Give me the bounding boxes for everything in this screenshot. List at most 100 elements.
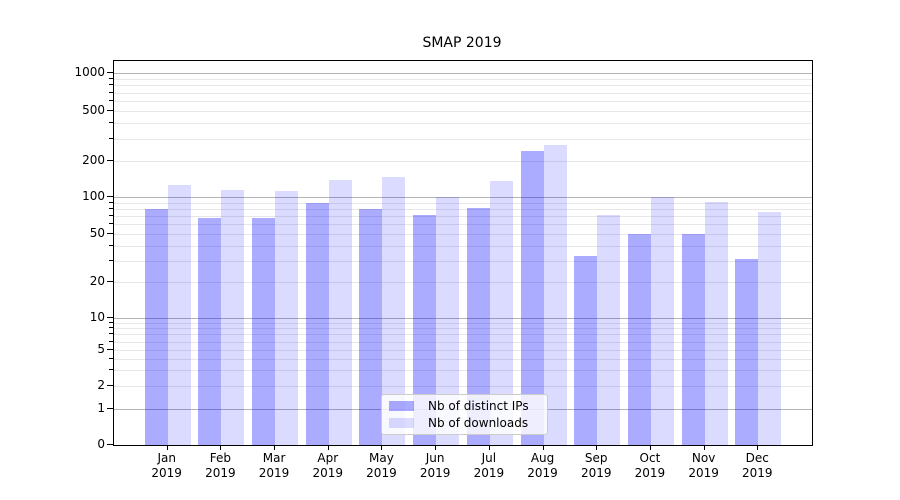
- minor-gridline: [114, 341, 812, 343]
- x-tick-mark: [220, 445, 222, 450]
- bar-downloads: [489, 181, 513, 445]
- y-minor-tick-mark: [109, 244, 113, 246]
- bar-distinct-ips: [144, 208, 168, 445]
- y-tick-mark: [107, 233, 113, 234]
- bars-layer: [114, 61, 812, 445]
- plot-area: Nb of distinct IPs Nb of downloads: [113, 60, 813, 446]
- legend-item: Nb of distinct IPs: [389, 399, 547, 413]
- major-gridline: [114, 197, 812, 198]
- y-tick-label: 10: [89, 310, 105, 324]
- y-minor-tick-mark: [109, 91, 113, 93]
- bar-downloads: [650, 197, 674, 445]
- x-tick-mark: [274, 445, 276, 450]
- gridlines-layer: [114, 61, 812, 445]
- y-tick-mark: [107, 160, 113, 161]
- y-tick-label: 2: [97, 378, 105, 392]
- minor-gridline: [114, 358, 812, 360]
- y-tick-label: 20: [89, 274, 105, 288]
- y-minor-tick-mark: [109, 122, 113, 124]
- x-tick-label: Dec 2019: [742, 451, 773, 480]
- y-minor-tick-mark: [109, 201, 113, 203]
- y-minor-tick-mark: [109, 137, 113, 139]
- bar-downloads: [221, 189, 245, 445]
- y-minor-tick-mark: [109, 223, 113, 225]
- y-minor-tick-mark: [109, 100, 113, 101]
- legend-item-label: Nb of downloads: [428, 416, 529, 430]
- x-tick-mark: [703, 445, 705, 450]
- bar-downloads: [167, 185, 191, 445]
- x-tick-mark: [435, 445, 437, 450]
- minor-gridline: [114, 328, 812, 330]
- y-tick-label: 100: [82, 189, 105, 203]
- x-tick-label: May 2019: [366, 451, 397, 480]
- y-minor-tick-mark: [109, 327, 113, 329]
- y-minor-tick-mark: [109, 77, 113, 79]
- major-gridline: [114, 73, 812, 74]
- y-minor-tick-mark: [109, 369, 113, 371]
- minor-gridline: [114, 260, 812, 262]
- minor-gridline: [114, 234, 812, 235]
- minor-gridline: [114, 92, 812, 94]
- bar-distinct-ips: [198, 217, 222, 445]
- chart-title: SMAP 2019: [422, 35, 502, 51]
- minor-gridline: [114, 334, 812, 336]
- legend-item: Nb of downloads: [389, 416, 547, 430]
- minor-gridline: [114, 370, 812, 372]
- bar-downloads: [704, 202, 728, 445]
- bar-downloads: [597, 214, 621, 445]
- bar-distinct-ips: [574, 255, 598, 445]
- legend-item-label: Nb of distinct IPs: [428, 399, 529, 413]
- minor-gridline: [114, 101, 812, 102]
- minor-gridline: [114, 245, 812, 247]
- x-tick-mark: [488, 445, 490, 450]
- y-minor-tick-mark: [109, 357, 113, 359]
- y-tick-label: 0: [97, 437, 105, 451]
- x-tick-mark: [381, 445, 383, 450]
- legend: Nb of distinct IPs Nb of downloads: [381, 394, 548, 435]
- minor-gridline: [114, 322, 812, 324]
- minor-gridline: [114, 216, 812, 218]
- x-tick-label: Nov 2019: [688, 451, 719, 480]
- y-minor-tick-mark: [109, 259, 113, 261]
- minor-gridline: [114, 208, 812, 210]
- minor-gridline: [114, 138, 812, 140]
- bar-downloads: [436, 197, 460, 445]
- minor-gridline: [114, 123, 812, 125]
- x-tick-label: Jul 2019: [473, 451, 505, 480]
- bar-distinct-ips: [627, 234, 651, 445]
- x-tick-mark: [542, 445, 544, 450]
- bar-distinct-ips: [520, 151, 544, 445]
- minor-gridline: [114, 224, 812, 226]
- y-minor-tick-mark: [109, 84, 113, 86]
- y-tick-mark: [107, 196, 113, 197]
- y-tick-label: 50: [89, 226, 105, 240]
- x-tick-label: Jun 2019: [419, 451, 451, 480]
- major-gridline: [114, 318, 812, 319]
- minor-gridline: [114, 282, 812, 283]
- bar-downloads: [543, 144, 567, 445]
- y-tick-label: 200: [82, 153, 105, 167]
- y-minor-tick-mark: [109, 207, 113, 209]
- y-tick-label: 500: [82, 103, 105, 117]
- x-tick-mark: [327, 445, 329, 450]
- x-tick-label: Jan 2019: [151, 451, 182, 480]
- minor-gridline: [114, 386, 812, 387]
- y-tick-label: 5: [97, 342, 105, 356]
- y-minor-tick-mark: [109, 333, 113, 335]
- x-tick-mark: [649, 445, 651, 450]
- x-tick-label: Feb 2019: [205, 451, 236, 480]
- y-tick-label: 1000: [74, 65, 105, 79]
- bar-downloads: [328, 179, 352, 445]
- x-tick-mark: [596, 445, 598, 450]
- x-tick-label: Oct 2019: [634, 451, 666, 480]
- x-tick-label: Mar 2019: [258, 451, 290, 480]
- bar-downloads: [382, 176, 406, 445]
- x-tick-label: Sep 2019: [580, 451, 612, 480]
- y-tick-mark: [107, 110, 113, 111]
- legend-color-swatch: [389, 418, 414, 428]
- bar-distinct-ips: [305, 202, 329, 445]
- y-tick-mark: [107, 349, 113, 350]
- y-minor-tick-mark: [109, 215, 113, 217]
- y-minor-tick-mark: [109, 321, 113, 323]
